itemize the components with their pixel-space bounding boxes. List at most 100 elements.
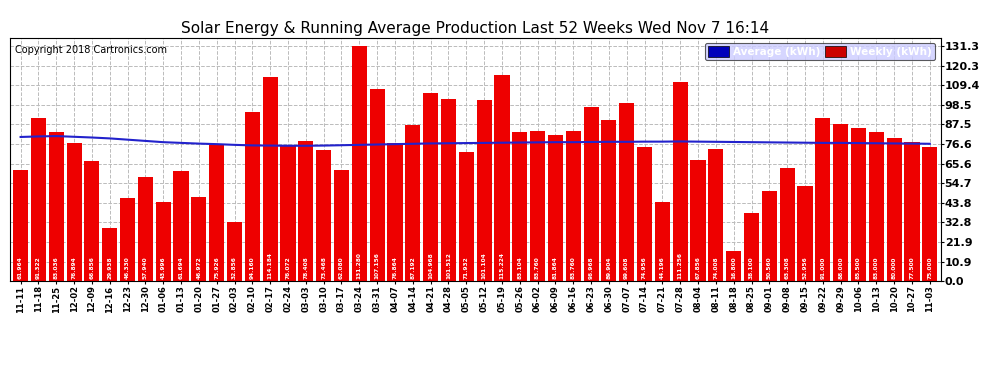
Bar (441, 99, 456, 281)
Text: 29.938: 29.938 (107, 257, 112, 279)
Bar (298, 141, 314, 281)
Text: 81.864: 81.864 (553, 256, 558, 279)
Bar (49, 132, 63, 281)
Bar (245, 112, 260, 281)
Bar (708, 148, 724, 281)
Text: 83.036: 83.036 (53, 257, 58, 279)
Bar (476, 100, 492, 281)
Bar (209, 145, 225, 281)
Text: 46.972: 46.972 (196, 257, 201, 279)
Text: 67.856: 67.856 (696, 256, 701, 279)
Text: 83.760: 83.760 (571, 257, 576, 279)
Text: 80.000: 80.000 (892, 257, 897, 279)
Bar (351, 46, 367, 281)
Text: 43.996: 43.996 (160, 257, 165, 279)
Bar (834, 123, 848, 281)
Bar (66, 143, 81, 281)
Text: 74.008: 74.008 (714, 257, 719, 279)
Text: 44.196: 44.196 (660, 257, 665, 279)
Bar (547, 135, 563, 281)
Bar (512, 132, 528, 281)
Text: 76.864: 76.864 (392, 256, 397, 279)
Bar (887, 138, 902, 281)
Bar (905, 142, 920, 281)
Text: 50.560: 50.560 (767, 257, 772, 279)
Bar (387, 144, 403, 281)
Text: 74.956: 74.956 (643, 257, 647, 279)
Bar (138, 177, 153, 281)
Bar (84, 161, 99, 281)
Bar (405, 125, 421, 281)
Text: 99.608: 99.608 (625, 257, 630, 279)
Bar (797, 186, 813, 281)
Bar (726, 251, 742, 281)
Text: 88.000: 88.000 (839, 257, 843, 279)
Text: 101.512: 101.512 (446, 253, 451, 279)
Bar (530, 131, 545, 281)
Text: 91.000: 91.000 (821, 257, 826, 279)
Text: 57.940: 57.940 (143, 257, 148, 279)
Text: 61.964: 61.964 (18, 257, 23, 279)
Text: 71.932: 71.932 (463, 257, 469, 279)
Bar (155, 202, 171, 281)
Text: 85.500: 85.500 (856, 257, 861, 279)
Bar (690, 160, 706, 281)
Text: 77.500: 77.500 (910, 257, 915, 279)
Text: 78.408: 78.408 (303, 257, 308, 279)
Text: 38.100: 38.100 (749, 257, 754, 279)
Bar (851, 128, 866, 281)
Bar (565, 131, 581, 281)
Bar (120, 198, 136, 281)
Text: 107.156: 107.156 (374, 253, 379, 279)
Bar (869, 132, 884, 281)
Bar (761, 190, 777, 281)
Bar (227, 222, 243, 281)
Bar (815, 118, 831, 281)
Text: 61.694: 61.694 (178, 257, 183, 279)
Bar (654, 202, 670, 281)
Text: 91.322: 91.322 (36, 257, 41, 279)
Text: 46.330: 46.330 (125, 257, 130, 279)
Text: 83.000: 83.000 (874, 257, 879, 279)
Text: 111.256: 111.256 (678, 252, 683, 279)
Text: 83.104: 83.104 (517, 257, 523, 279)
Text: 66.856: 66.856 (89, 256, 94, 279)
Text: 73.468: 73.468 (321, 256, 326, 279)
Bar (316, 150, 332, 281)
Text: 75.000: 75.000 (928, 257, 933, 279)
Text: 63.308: 63.308 (785, 257, 790, 279)
Bar (13, 170, 28, 281)
Bar (31, 118, 46, 281)
Bar (173, 171, 189, 281)
Text: 94.160: 94.160 (249, 257, 254, 279)
Bar (262, 76, 278, 281)
Bar (743, 213, 759, 281)
Bar (637, 147, 652, 281)
Bar (458, 152, 474, 281)
Bar (601, 120, 617, 281)
Bar (334, 170, 349, 281)
Bar (494, 75, 510, 281)
Text: 75.926: 75.926 (214, 257, 219, 279)
Text: 76.894: 76.894 (71, 257, 76, 279)
Legend: Average (kWh), Weekly (kWh): Average (kWh), Weekly (kWh) (705, 43, 936, 60)
Text: 83.760: 83.760 (536, 257, 541, 279)
Text: Copyright 2018 Cartronics.com: Copyright 2018 Cartronics.com (15, 45, 166, 55)
Text: 52.956: 52.956 (803, 257, 808, 279)
Text: 87.192: 87.192 (410, 257, 415, 279)
Bar (672, 82, 688, 281)
Text: 96.968: 96.968 (589, 257, 594, 279)
Bar (423, 93, 439, 281)
Bar (102, 228, 117, 281)
Text: 32.856: 32.856 (232, 256, 237, 279)
Text: 89.904: 89.904 (607, 257, 612, 279)
Text: 76.072: 76.072 (285, 257, 290, 279)
Bar (619, 103, 635, 281)
Bar (280, 145, 296, 281)
Bar (369, 89, 385, 281)
Text: 114.184: 114.184 (267, 252, 272, 279)
Text: 115.224: 115.224 (499, 252, 505, 279)
Bar (923, 147, 938, 281)
Bar (191, 197, 207, 281)
Bar (779, 168, 795, 281)
